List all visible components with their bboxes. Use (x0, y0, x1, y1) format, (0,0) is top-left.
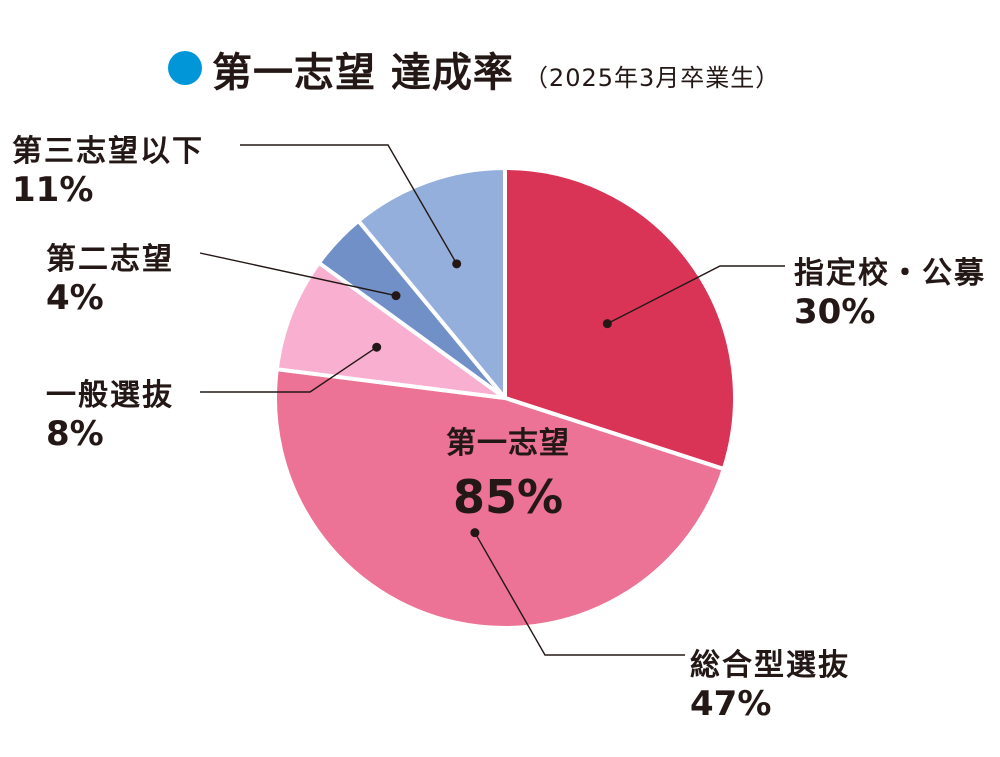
label-sogogata: 総合型選抜 47% (690, 640, 850, 724)
slice-value: 47% (690, 684, 772, 724)
chart-title-row: 第一志望 達成率 （2025年3月卒業生） (168, 40, 780, 96)
slice-value: 11% (12, 170, 94, 210)
leader-dot (391, 291, 401, 301)
slice-label: 第二志望 (46, 242, 174, 277)
title-bullet-icon (168, 51, 202, 85)
leader-line (199, 252, 397, 297)
pie-slice (503, 166, 737, 472)
slice-value: 4% (46, 278, 104, 318)
leader-line (240, 144, 458, 265)
leader-dot (470, 528, 480, 538)
label-ippan: 一般選抜 8% (46, 370, 174, 454)
leader-dot (452, 259, 462, 269)
label-dai2: 第二志望 4% (46, 234, 174, 318)
slice-label: 一般選抜 (46, 378, 174, 413)
center-label-name: 第一志望 (446, 426, 570, 461)
pie-slice (273, 367, 726, 630)
label-shiteiko: 指定校・公募 30% (794, 248, 986, 332)
leader-dot (602, 319, 612, 329)
slice-label: 総合型選抜 (690, 648, 850, 683)
pie-slice (356, 166, 507, 400)
leader-line (607, 265, 785, 325)
slice-label: 第三志望以下 (12, 134, 204, 169)
chart-subtitle: （2025年3月卒業生） (523, 64, 781, 92)
center-label-value: 85% (452, 470, 564, 524)
leader-line (200, 346, 378, 393)
label-dai3: 第三志望以下 11% (12, 126, 204, 210)
slice-label: 指定校・公募 (794, 256, 986, 291)
center-label: 第一志望 85% (408, 418, 608, 524)
leader-dot (372, 342, 382, 352)
pie-slice (274, 260, 507, 400)
leader-line (474, 532, 685, 656)
slice-value: 8% (46, 414, 104, 454)
chart-title: 第一志望 達成率 (212, 50, 514, 96)
slice-value: 30% (794, 292, 876, 332)
